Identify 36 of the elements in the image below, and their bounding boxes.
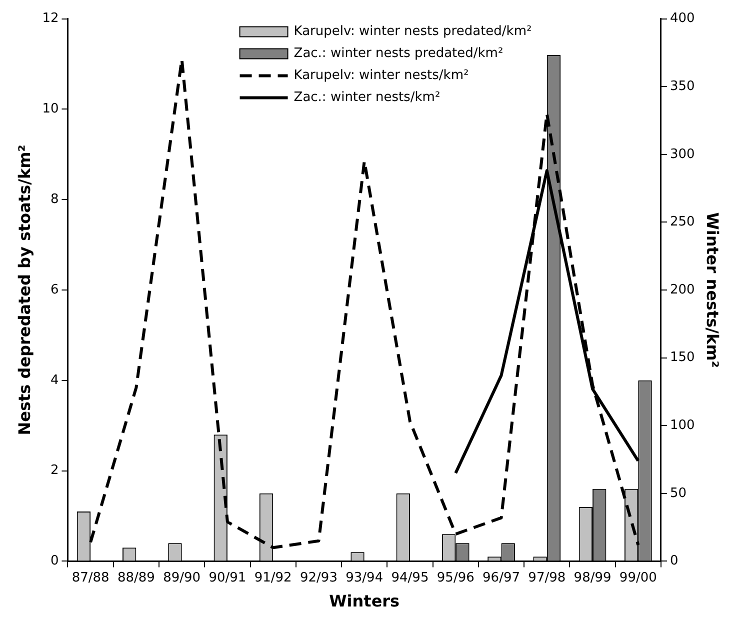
x-tick-label: 91/92 — [254, 570, 292, 586]
y-tick-label: 2 — [50, 463, 59, 478]
y2-tick-label: 50 — [670, 486, 687, 501]
y2-tick-label: 100 — [670, 418, 695, 433]
x-tick-label: 90/91 — [208, 570, 246, 586]
y2-tick-label: 350 — [670, 78, 695, 94]
y-axis-title: Nests depredated by stoats/km² — [14, 144, 34, 436]
x-tick-label: 98/99 — [574, 570, 612, 586]
y-tick-label: 0 — [50, 554, 59, 569]
y2-tick-label: 200 — [670, 282, 695, 298]
x-tick-label: 95/96 — [436, 570, 474, 586]
x-tick-label: 97/98 — [528, 570, 566, 586]
x-tick-label: 87/88 — [72, 570, 110, 586]
y-tick-label: 10 — [42, 102, 59, 117]
y-tick-label: 4 — [50, 372, 59, 388]
legend-label: Zac.: winter nests predated/km² — [294, 46, 504, 62]
x-tick-label: 92/93 — [300, 570, 338, 586]
y2-tick-label: 250 — [670, 214, 695, 230]
legend-label: Karupelv: winter nests/km² — [294, 68, 469, 84]
x-tick-label: 89/90 — [163, 570, 201, 586]
y2-tick-label: 300 — [670, 146, 695, 162]
y-tick-label: 12 — [42, 11, 59, 26]
x-tick-label: 99/00 — [619, 570, 657, 586]
x-tick-label: 93/94 — [346, 570, 384, 586]
y-tick-label: 8 — [50, 192, 59, 207]
y2-tick-label: 0 — [670, 554, 678, 569]
x-tick-label: 94/95 — [391, 570, 429, 586]
legend-label: Karupelv: winter nests predated/km² — [294, 24, 532, 40]
x-tick-label: 96/97 — [482, 570, 520, 586]
x-tick-label: 88/89 — [117, 570, 155, 586]
y2-axis-title: Winter nests/km² — [703, 212, 722, 368]
y-tick-label: 6 — [50, 282, 59, 298]
legend-label: Zac.: winter nests/km² — [294, 90, 440, 106]
x-axis-title: Winters — [329, 592, 400, 611]
y2-tick-label: 150 — [670, 350, 695, 366]
y2-tick-label: 400 — [670, 11, 695, 26]
